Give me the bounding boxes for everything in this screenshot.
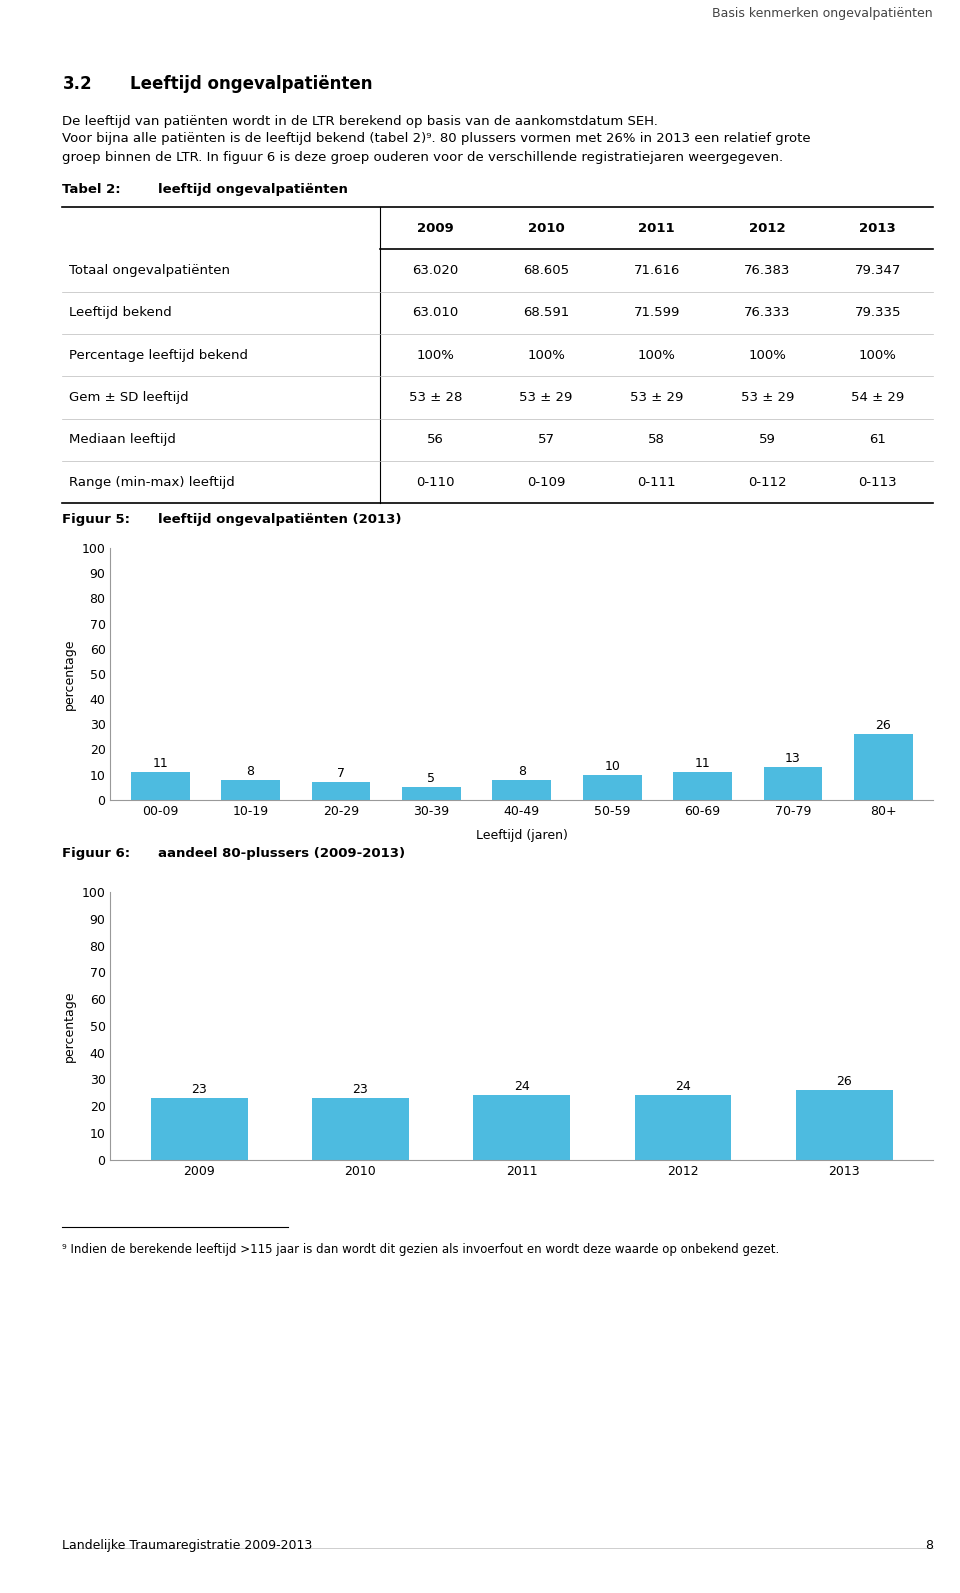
Text: 100%: 100%	[527, 349, 565, 362]
Bar	[131, 773, 189, 800]
Text: 26: 26	[836, 1075, 852, 1088]
Text: Basis kenmerken ongevalpatiënten: Basis kenmerken ongevalpatiënten	[712, 6, 933, 21]
Text: 8: 8	[247, 765, 254, 777]
Text: 2010: 2010	[528, 221, 564, 234]
Text: 0-112: 0-112	[748, 476, 786, 489]
Bar	[635, 1096, 732, 1160]
Y-axis label: percentage: percentage	[63, 639, 76, 709]
Bar	[854, 734, 913, 800]
Text: 79.347: 79.347	[854, 264, 901, 277]
Text: 57: 57	[538, 433, 555, 446]
Text: 8: 8	[925, 1539, 933, 1552]
Text: Figuur 6:: Figuur 6:	[62, 847, 131, 860]
Text: leeftijd ongevalpatiënten (2013): leeftijd ongevalpatiënten (2013)	[158, 513, 402, 526]
Text: 53 ± 29: 53 ± 29	[519, 390, 573, 405]
Text: 2013: 2013	[859, 221, 897, 234]
Text: 100%: 100%	[748, 349, 786, 362]
Text: Landelijke Traumaregistratie 2009-2013: Landelijke Traumaregistratie 2009-2013	[62, 1539, 313, 1552]
Text: 11: 11	[695, 757, 710, 769]
Text: 56: 56	[427, 433, 444, 446]
Text: 76.383: 76.383	[744, 264, 790, 277]
Text: 76.333: 76.333	[744, 306, 790, 320]
Bar	[583, 774, 641, 800]
Text: 0-110: 0-110	[417, 476, 455, 489]
Text: 53 ± 29: 53 ± 29	[740, 390, 794, 405]
Text: 23: 23	[352, 1083, 369, 1096]
Text: 23: 23	[191, 1083, 207, 1096]
Text: 7: 7	[337, 768, 345, 781]
Text: 100%: 100%	[637, 349, 676, 362]
Text: 58: 58	[648, 433, 665, 446]
Text: Voor bijna alle patiënten is de leeftijd bekend (tabel 2)⁹. 80 plussers vormen m: Voor bijna alle patiënten is de leeftijd…	[62, 132, 811, 145]
Text: 68.591: 68.591	[523, 306, 569, 320]
Text: 63.020: 63.020	[413, 264, 459, 277]
Text: Gem ± SD leeftijd: Gem ± SD leeftijd	[69, 390, 189, 405]
Bar	[151, 1098, 248, 1160]
Text: 61: 61	[870, 433, 886, 446]
Bar	[796, 1090, 893, 1160]
Text: 100%: 100%	[859, 349, 897, 362]
Text: 54 ± 29: 54 ± 29	[852, 390, 904, 405]
Text: 59: 59	[758, 433, 776, 446]
Bar	[312, 1098, 409, 1160]
Bar	[473, 1096, 570, 1160]
Text: 26: 26	[876, 718, 891, 733]
Text: 53 ± 28: 53 ± 28	[409, 390, 462, 405]
Bar	[402, 787, 461, 800]
Text: 13: 13	[785, 752, 801, 765]
Text: 0-109: 0-109	[527, 476, 565, 489]
Text: Range (min-max) leeftijd: Range (min-max) leeftijd	[69, 476, 235, 489]
Bar	[312, 782, 371, 800]
Text: 24: 24	[514, 1080, 530, 1093]
Text: aandeel 80-plussers (2009-2013): aandeel 80-plussers (2009-2013)	[158, 847, 405, 860]
Text: De leeftijd van patiënten wordt in de LTR berekend op basis van de aankomstdatum: De leeftijd van patiënten wordt in de LT…	[62, 115, 659, 127]
Text: 2011: 2011	[638, 221, 675, 234]
Y-axis label: percentage: percentage	[63, 991, 76, 1061]
Text: 100%: 100%	[417, 349, 454, 362]
Text: 71.616: 71.616	[634, 264, 680, 277]
Text: 71.599: 71.599	[634, 306, 680, 320]
Text: Totaal ongevalpatiënten: Totaal ongevalpatiënten	[69, 264, 230, 277]
Text: 10: 10	[604, 760, 620, 773]
Bar	[763, 766, 823, 800]
Text: Percentage leeftijd bekend: Percentage leeftijd bekend	[69, 349, 249, 362]
Text: 5: 5	[427, 773, 435, 785]
Text: Figuur 5:: Figuur 5:	[62, 513, 131, 526]
Text: Mediaan leeftijd: Mediaan leeftijd	[69, 433, 177, 446]
Text: 2009: 2009	[418, 221, 454, 234]
Text: 0-113: 0-113	[858, 476, 898, 489]
Text: groep binnen de LTR. In figuur 6 is deze groep ouderen voor de verschillende reg: groep binnen de LTR. In figuur 6 is deze…	[62, 151, 783, 164]
Text: ⁹ Indien de berekende leeftijd >115 jaar is dan wordt dit gezien als invoerfout : ⁹ Indien de berekende leeftijd >115 jaar…	[62, 1243, 780, 1255]
Text: 3.2: 3.2	[62, 75, 92, 92]
Text: 24: 24	[675, 1080, 691, 1093]
Bar	[221, 779, 280, 800]
Text: leeftijd ongevalpatiënten: leeftijd ongevalpatiënten	[158, 183, 348, 196]
Text: 79.335: 79.335	[854, 306, 901, 320]
Bar	[673, 773, 732, 800]
Text: 2012: 2012	[749, 221, 785, 234]
Text: 63.010: 63.010	[413, 306, 459, 320]
Text: Leeftijd ongevalpatiënten: Leeftijd ongevalpatiënten	[130, 75, 372, 92]
Text: Leeftijd bekend: Leeftijd bekend	[69, 306, 172, 320]
Text: Tabel 2:: Tabel 2:	[62, 183, 121, 196]
Text: 11: 11	[153, 757, 168, 769]
Text: 0-111: 0-111	[637, 476, 676, 489]
Bar	[492, 779, 551, 800]
Text: 8: 8	[517, 765, 526, 777]
X-axis label: Leeftijd (jaren): Leeftijd (jaren)	[476, 828, 567, 841]
Text: 53 ± 29: 53 ± 29	[630, 390, 684, 405]
Text: 68.605: 68.605	[523, 264, 569, 277]
